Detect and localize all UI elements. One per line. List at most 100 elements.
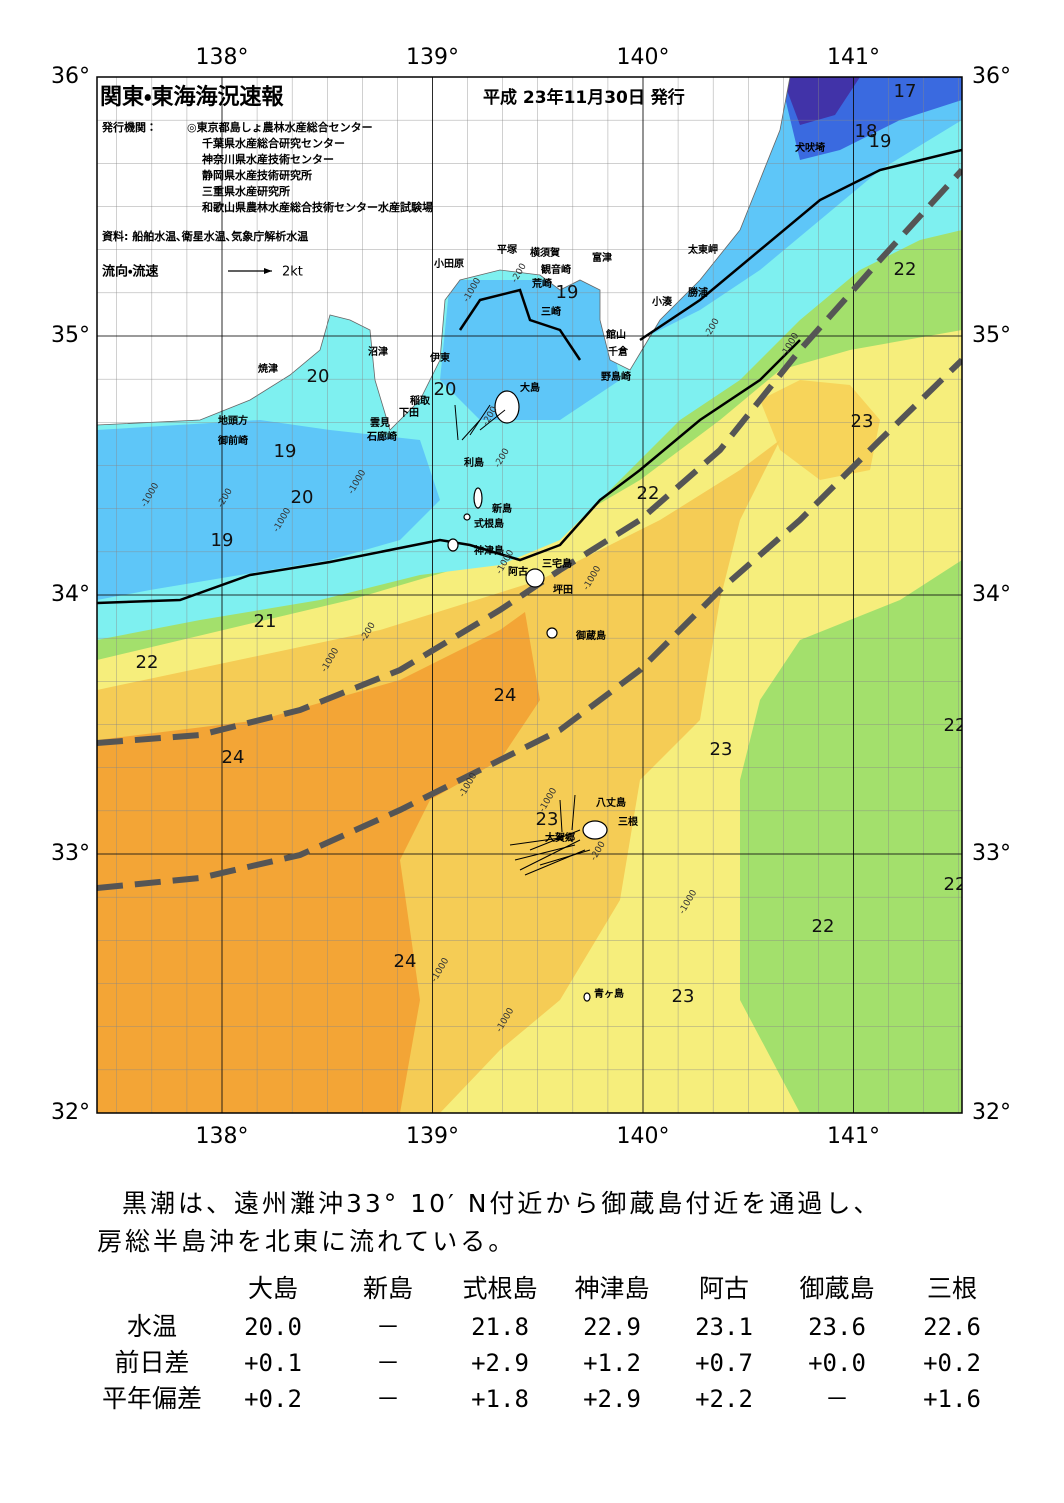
isotherm-label: 22	[136, 652, 159, 673]
isotherm-label: 17	[894, 81, 917, 102]
isotherm-label: 22	[944, 715, 967, 736]
lon-label-top: 139°	[406, 45, 459, 70]
lat-label-left: 34°	[51, 582, 90, 607]
place-name: 野島崎	[601, 370, 631, 383]
lon-label-top: 140°	[617, 45, 670, 70]
table-cell: +1.8	[471, 1385, 529, 1413]
arrow	[529, 829, 581, 851]
place-name: 小湊	[651, 295, 673, 308]
table-cell: +1.2	[583, 1349, 641, 1377]
isotherm-label: 24	[222, 747, 245, 768]
publisher: 三重県水産研究所	[202, 184, 290, 198]
place-name: 沼津	[368, 345, 388, 358]
current-arrows	[454, 404, 591, 876]
isotherm-label: 22	[944, 874, 967, 895]
place-name: 坪田	[553, 583, 573, 596]
place-name: 稲取	[410, 394, 431, 407]
publisher-label: 発行機関：	[101, 120, 157, 134]
isotherm-label: 20	[291, 487, 314, 508]
table-cell: +0.2	[923, 1349, 981, 1377]
lon-label-bottom: 141°	[827, 1124, 880, 1149]
arrow	[559, 799, 563, 833]
place-name: 小田原	[433, 257, 464, 270]
isotherm-label: 22	[637, 483, 660, 504]
grid	[97, 77, 962, 1113]
isotherm-label: 19	[274, 441, 297, 462]
arrow	[571, 794, 576, 831]
place-name: 利島	[464, 456, 484, 469]
isotherm-label: 23	[672, 986, 695, 1007]
place-name: 大島	[520, 381, 540, 394]
sea-warm-patch	[760, 380, 880, 480]
lat-label-right: 34°	[972, 582, 1011, 607]
publisher: ◎東京都島しょ農林水産総合センター	[187, 120, 373, 134]
axes: 138° 138° 139° 139° 140° 140° 141° 141° 36° 36° 35…	[51, 45, 1011, 1149]
place-name: 地頭方	[218, 414, 248, 427]
isotherm-label: 24	[494, 685, 517, 706]
publisher: 千葉県水産総合研究センター	[202, 136, 345, 150]
place-name: 大賀郷	[545, 831, 575, 844]
table-cell: 23.6	[808, 1313, 866, 1341]
isotherm-line	[639, 148, 962, 342]
lat-label-left: 36°	[51, 64, 90, 89]
isotherm-label: 24	[394, 951, 417, 972]
isotherm-label: 20	[307, 366, 330, 387]
island	[494, 390, 520, 424]
island	[546, 627, 558, 639]
lon-label-bottom: 140°	[617, 1124, 670, 1149]
isotherm-label: 23	[851, 411, 874, 432]
table-cell: +0.0	[808, 1349, 866, 1377]
place-name: 新島	[491, 502, 512, 515]
arrow	[509, 837, 561, 846]
place-name: 神津島	[473, 544, 504, 557]
arrow	[519, 839, 581, 871]
arrow	[479, 409, 506, 431]
table-cell: +2.2	[695, 1385, 753, 1413]
lon-label-bottom: 139°	[406, 1124, 459, 1149]
arrow	[539, 849, 591, 866]
table-cell: 23.1	[695, 1313, 753, 1341]
island	[473, 487, 483, 509]
lat-label-right: 36°	[972, 64, 1011, 89]
kuroshio-axis	[97, 167, 962, 746]
table-cell: 22.9	[583, 1313, 641, 1341]
island	[525, 568, 545, 588]
table-cell: 20.0	[244, 1313, 302, 1341]
place-name: 観音崎	[541, 263, 571, 276]
place-name: 八丈島	[596, 796, 626, 809]
table-header: 新島	[363, 1274, 413, 1303]
isotherm-label: 23	[710, 739, 733, 760]
table-cell: +0.7	[695, 1349, 753, 1377]
lat-label-left: 35°	[51, 323, 90, 348]
sea-blue-sagami	[440, 280, 620, 420]
island	[582, 820, 608, 840]
island	[447, 538, 459, 552]
lon-label-bottom: 138°	[196, 1124, 249, 1149]
isotherm-label: 19	[211, 530, 234, 551]
lat-label-right: 33°	[972, 841, 1011, 866]
lat-label-left: 32°	[51, 1100, 90, 1125]
row-label: 水温	[127, 1312, 177, 1341]
arrow	[454, 404, 459, 441]
table-cell: －	[825, 1385, 849, 1413]
place-name: 伊東	[429, 351, 450, 364]
isotherm-label: 22	[894, 259, 917, 280]
place-name: 犬吠埼	[795, 141, 825, 154]
place-name: 平塚	[497, 243, 518, 256]
sea-blue-west	[97, 420, 440, 600]
table-cell: +2.9	[583, 1385, 641, 1413]
summary-line: 黒潮は、遠州灘沖33° 10′ N付近から御蔵島付近を通過し、	[122, 1189, 881, 1218]
isotherm-line	[97, 339, 801, 605]
sea-orange	[97, 612, 540, 1113]
lat-label-right: 32°	[972, 1100, 1011, 1125]
place-name: 石廊崎	[366, 430, 397, 443]
arrow	[514, 844, 576, 861]
title: 関東・東海海況速報	[100, 84, 284, 110]
table-cell: +0.1	[244, 1349, 302, 1377]
table-cell: 22.6	[923, 1313, 981, 1341]
source: 資料: 船舶水温､衛星水温､気象庁解析水温	[102, 229, 308, 243]
island	[463, 513, 471, 521]
issue-date: 平成 23年11月30日 発行	[483, 87, 685, 108]
